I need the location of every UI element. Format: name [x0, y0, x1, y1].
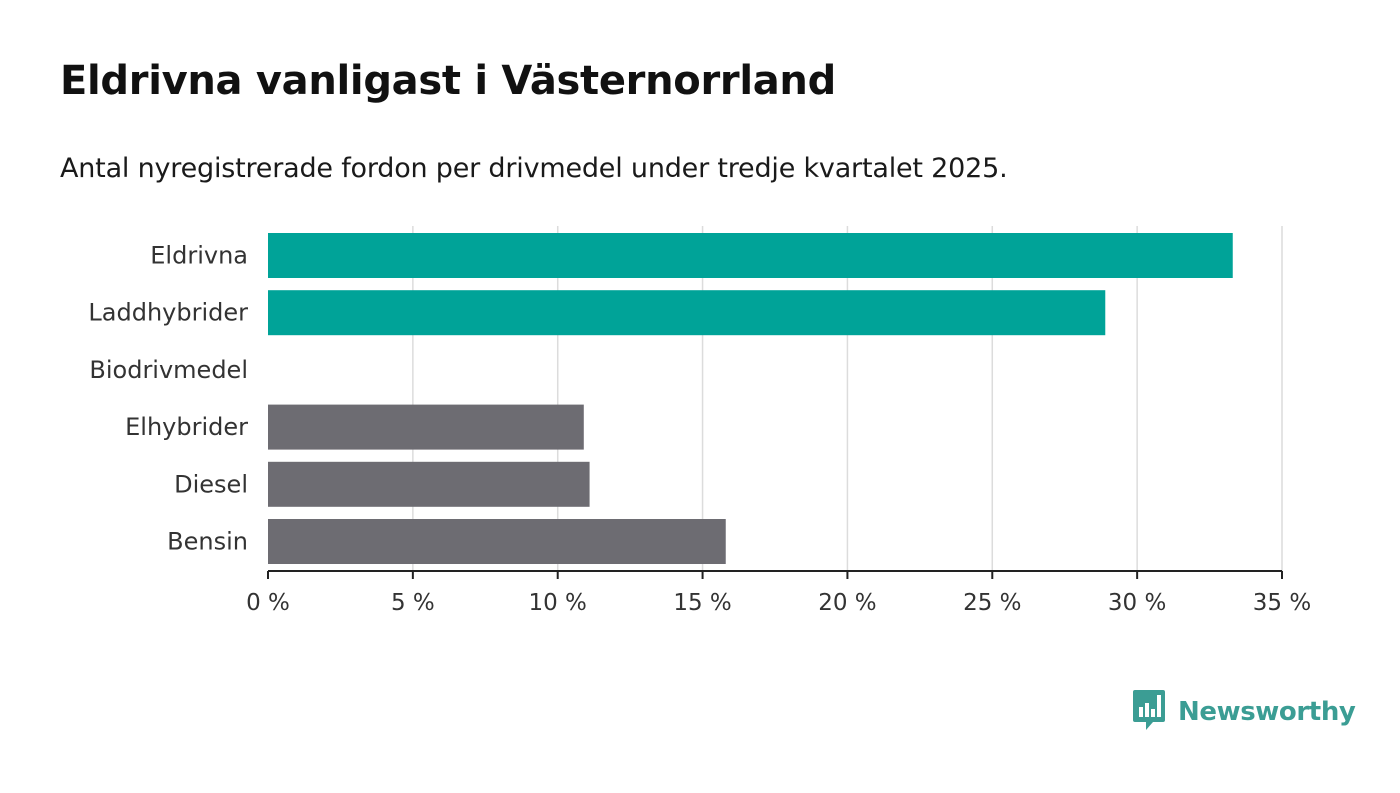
newsworthy-logo: Newsworthy: [1132, 689, 1356, 735]
x-axis: 0 % 5 % 10 % 15 % 20 % 25 % 30 % 35 %: [246, 570, 1311, 616]
chart-subtitle: Antal nyregistrerade fordon per drivmede…: [60, 153, 1008, 184]
category-label: Bensin: [167, 528, 248, 556]
newsworthy-logo-icon: [1132, 689, 1166, 735]
bar-elhybrider: [268, 404, 584, 450]
category-label: Elhybrider: [125, 413, 248, 441]
x-tick-label: 5 %: [391, 590, 435, 616]
x-tick-label: 20 %: [818, 590, 876, 616]
chart-title: Eldrivna vanligast i Västernorrland: [60, 58, 836, 104]
bar-eldrivna: [268, 233, 1233, 278]
category-label: Laddhybrider: [88, 299, 248, 327]
category-label: Diesel: [174, 470, 248, 498]
bars: [268, 233, 1233, 564]
x-tick-label: 15 %: [673, 590, 731, 616]
x-tick-label: 35 %: [1253, 590, 1311, 616]
bar-diesel: [268, 461, 590, 507]
x-tick-label: 10 %: [528, 590, 586, 616]
category-labels: Eldrivna Laddhybrider Biodrivmedel Elhybrid…: [88, 242, 248, 556]
bar-bensin: [268, 519, 726, 564]
category-label: Biodrivmedel: [89, 356, 248, 384]
x-tick-label: 0 %: [246, 590, 290, 616]
x-tick-label: 30 %: [1108, 590, 1166, 616]
gridlines: [412, 226, 1283, 571]
brand-name: Newsworthy: [1178, 697, 1356, 727]
bar-laddhybrider: [268, 290, 1106, 336]
category-label: Eldrivna: [150, 242, 248, 270]
x-tick-label: 25 %: [963, 590, 1021, 616]
